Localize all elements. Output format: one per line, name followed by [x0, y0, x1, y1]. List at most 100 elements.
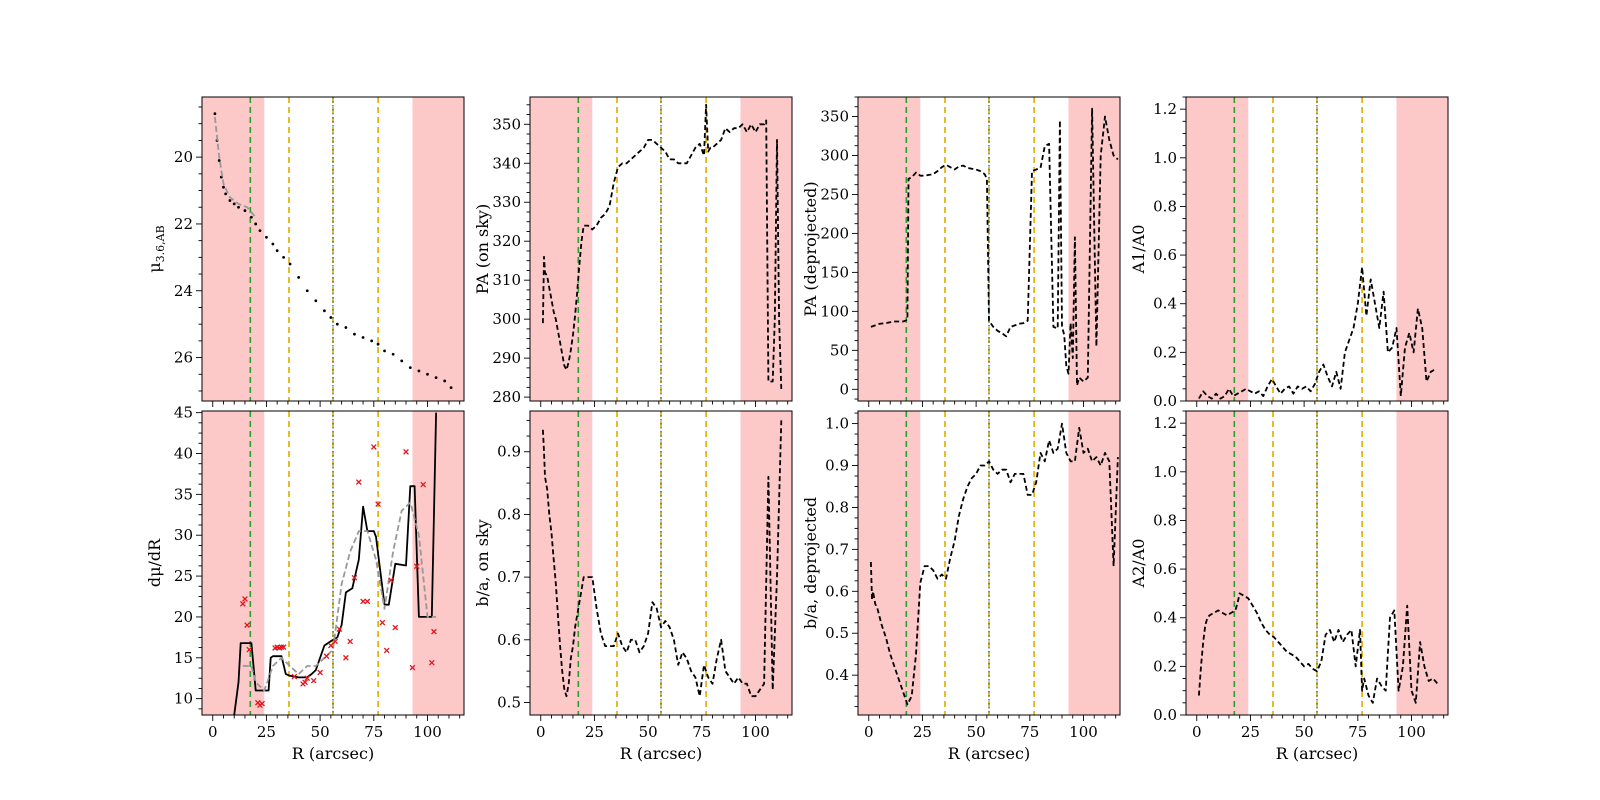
- y-tick-label: 1.0: [1153, 463, 1177, 481]
- y-tick-label: 1.0: [1153, 149, 1177, 167]
- y-tick-label: 20: [174, 148, 193, 166]
- data-point: [243, 209, 247, 212]
- red-cross-point: [428, 659, 435, 666]
- data-point: [344, 326, 348, 329]
- data-point: [383, 349, 386, 353]
- panel-mu: 20 22 24 26 μ3.6,AB: [145, 96, 465, 407]
- x-tick-label: 100: [413, 723, 442, 741]
- axes-frame: [857, 96, 1121, 402]
- y-tick-label: 330: [492, 193, 521, 211]
- profile-line-0: [870, 107, 1119, 387]
- masked-region-1: [1068, 411, 1120, 715]
- y-tick-label: 300: [492, 310, 521, 328]
- x-tick-label: 50: [311, 723, 330, 741]
- data-point: [265, 235, 268, 239]
- data-point: [254, 222, 258, 226]
- red-cross-point: [323, 653, 330, 660]
- red-cross-point: [343, 654, 349, 661]
- y-axis-label: PA (deprojected): [801, 181, 820, 316]
- red-cross-point: [317, 669, 323, 676]
- red-cross-point: [379, 619, 386, 626]
- y-tick-label: 250: [820, 185, 849, 203]
- masked-region-0: [858, 97, 921, 401]
- red-cross-point: [302, 679, 308, 686]
- y-tick-label: 0.7: [497, 568, 521, 586]
- data-point: [370, 339, 374, 343]
- y-tick-label: 150: [820, 263, 849, 281]
- axes-frame: [1185, 410, 1449, 716]
- masked-region-0: [530, 411, 593, 715]
- y-tick-label: 15: [174, 649, 193, 667]
- y-tick-label: 25: [174, 567, 193, 585]
- red-cross-point: [310, 677, 317, 684]
- y-tick-label: 0.9: [497, 443, 521, 461]
- x-tick-label: 25: [585, 723, 604, 741]
- red-cross-point: [327, 642, 334, 649]
- y-tick-label: 24: [174, 282, 193, 300]
- data-point: [222, 185, 225, 189]
- plot-area: [202, 97, 464, 401]
- x-tick-label: 75: [1348, 723, 1367, 741]
- y-axis-label: dμ/dR: [145, 538, 164, 587]
- x-tick-label: 25: [257, 723, 276, 741]
- y-tick-label: 0.8: [497, 505, 521, 523]
- data-point: [443, 379, 447, 383]
- plot-area: [858, 411, 1120, 715]
- profile-line-0: [1198, 592, 1438, 704]
- y-axis-label: PA (on sky): [473, 204, 492, 294]
- y-tick-label: 0.6: [825, 582, 849, 600]
- x-tick-label: 100: [741, 723, 770, 741]
- data-point: [400, 359, 404, 363]
- red-cross-point: [364, 598, 371, 605]
- red-cross-point: [409, 664, 416, 671]
- data-point: [297, 275, 301, 279]
- y-tick-label: 290: [492, 349, 521, 367]
- y-tick-label: 1.0: [825, 415, 849, 433]
- y-axis-label: μ3.6,AB: [145, 225, 167, 272]
- x-tick-label: 25: [913, 723, 932, 741]
- data-point: [323, 309, 326, 313]
- data-point: [376, 342, 380, 346]
- y-tick-label: 1.2: [1153, 414, 1177, 432]
- red-cross-point: [280, 644, 287, 651]
- masked-region-0: [1186, 97, 1249, 401]
- red-cross-point: [332, 638, 339, 645]
- x-tick-label: 100: [1397, 723, 1426, 741]
- model-line-1: [242, 501, 437, 692]
- y-tick-label: 20: [174, 608, 193, 626]
- y-tick-label: 0.7: [825, 540, 849, 558]
- masked-region-0: [858, 411, 921, 715]
- masked-region-1: [740, 97, 792, 401]
- data-point: [288, 262, 292, 266]
- red-cross-point: [336, 626, 343, 633]
- model-line-1: [214, 116, 257, 218]
- y-tick-label: 0: [839, 380, 849, 398]
- panel-a2: 0 25 50 75 100 R (arcsec) 0.0 0.2 0.4 0.6 0.8 1.0 1.…: [1129, 410, 1449, 763]
- y-tick-label: 0.2: [1153, 657, 1177, 675]
- y-tick-label: 0.5: [825, 624, 849, 642]
- y-axis-label: A1/A0: [1129, 225, 1148, 275]
- red-cross-point: [347, 638, 354, 645]
- red-cross-point: [291, 673, 298, 680]
- data-point: [353, 332, 356, 336]
- masked-region-0: [202, 411, 265, 715]
- x-tick-label: 75: [364, 723, 383, 741]
- y-tick-label: 0.8: [1153, 511, 1177, 529]
- data-point: [391, 352, 395, 356]
- y-tick-label: 0.6: [497, 631, 521, 649]
- y-tick-label: 0.4: [1153, 295, 1177, 313]
- x-axis-label: R (arcsec): [620, 744, 702, 763]
- red-cross-point: [239, 601, 246, 607]
- red-cross-point: [246, 646, 253, 653]
- red-cross-point: [244, 622, 250, 628]
- x-tick-label: 50: [639, 723, 658, 741]
- profile-line-0: [1198, 266, 1436, 400]
- y-tick-label: 45: [174, 404, 193, 422]
- data-point: [213, 112, 217, 116]
- y-tick-label: 0.6: [1153, 560, 1177, 578]
- data-point: [305, 289, 309, 293]
- data-point: [361, 336, 365, 339]
- y-axis-label: A2/A0: [1129, 539, 1148, 589]
- y-tick-label: 0.0: [1153, 706, 1177, 724]
